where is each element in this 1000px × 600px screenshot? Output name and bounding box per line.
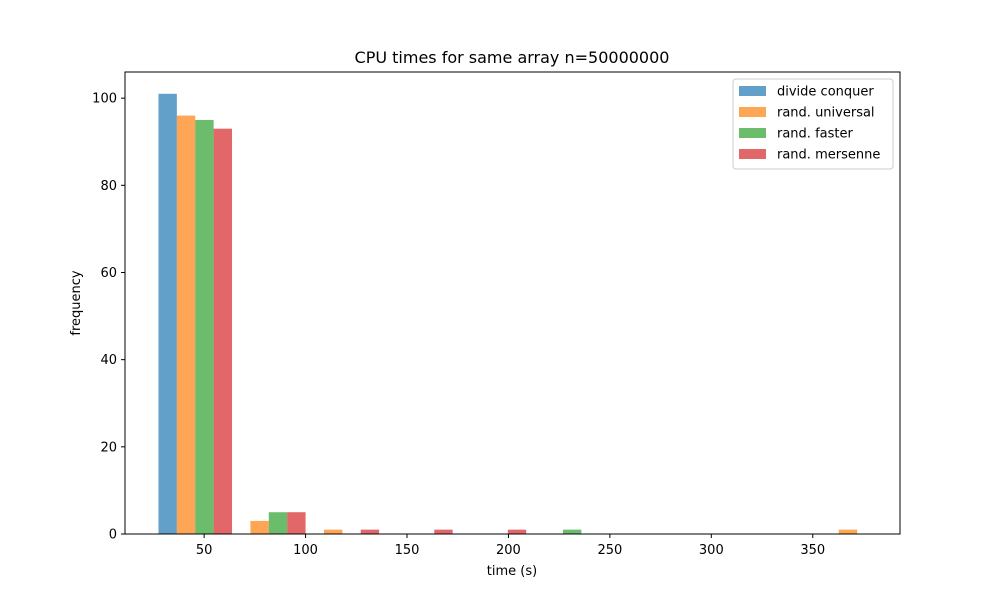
bar-rand-faster-bin-5 — [562, 529, 582, 534]
bar-rand-faster-bin-0 — [195, 119, 214, 534]
bar-rand-universal-bin-2 — [323, 529, 343, 534]
plot-frame — [124, 71, 901, 535]
legend-swatch — [739, 128, 766, 138]
y-tick-label: 60 — [100, 266, 117, 281]
bar-divide-conquer-bin-0 — [158, 93, 177, 534]
bars-group — [158, 93, 858, 534]
y-tick-label: 40 — [100, 353, 117, 368]
legend-swatch — [739, 149, 766, 159]
y-axis-ticks: 0 20 40 60 80 100 — [92, 92, 125, 543]
bar-rand-mersenne-bin-1 — [287, 512, 306, 534]
x-tick-label: 250 — [597, 543, 622, 558]
bar-rand-mersenne-bin-4 — [507, 529, 527, 534]
bar-rand-mersenne-bin-3 — [434, 529, 453, 534]
chart-title: CPU times for same array n=50000000 — [355, 48, 670, 67]
legend-swatch — [739, 107, 766, 117]
bar-rand-universal-bin-9 — [838, 529, 858, 534]
bar-rand-mersenne-bin-2 — [360, 529, 380, 534]
x-tick-label: 200 — [496, 543, 521, 558]
y-tick-label: 80 — [100, 179, 117, 194]
legend-label: rand. universal — [777, 106, 875, 121]
x-axis-ticks: 50 100 150 200 250 300 350 — [196, 534, 825, 558]
y-tick-label: 100 — [92, 92, 117, 107]
legend: divide conquer rand. universal rand. faste… — [732, 78, 894, 170]
legend-label: rand. faster — [777, 127, 853, 142]
legend-swatch — [739, 86, 766, 96]
legend-box — [732, 78, 894, 170]
x-tick-label: 50 — [196, 543, 213, 558]
x-tick-label: 300 — [699, 543, 724, 558]
y-axis-label: frequency — [69, 270, 84, 336]
x-tick-label: 350 — [800, 543, 825, 558]
y-tick-label: 20 — [100, 440, 117, 455]
bar-rand-mersenne-bin-0 — [213, 128, 233, 534]
x-tick-label: 100 — [293, 543, 318, 558]
y-tick-label: 0 — [109, 528, 117, 543]
legend-label: divide conquer — [777, 85, 874, 100]
legend-label: rand. mersenne — [777, 148, 880, 163]
bar-rand-universal-bin-1 — [250, 520, 269, 534]
bar-rand-faster-bin-1 — [268, 512, 288, 534]
x-axis-label: time (s) — [487, 564, 537, 579]
x-tick-label: 150 — [395, 543, 420, 558]
bar-rand-universal-bin-0 — [176, 115, 196, 534]
